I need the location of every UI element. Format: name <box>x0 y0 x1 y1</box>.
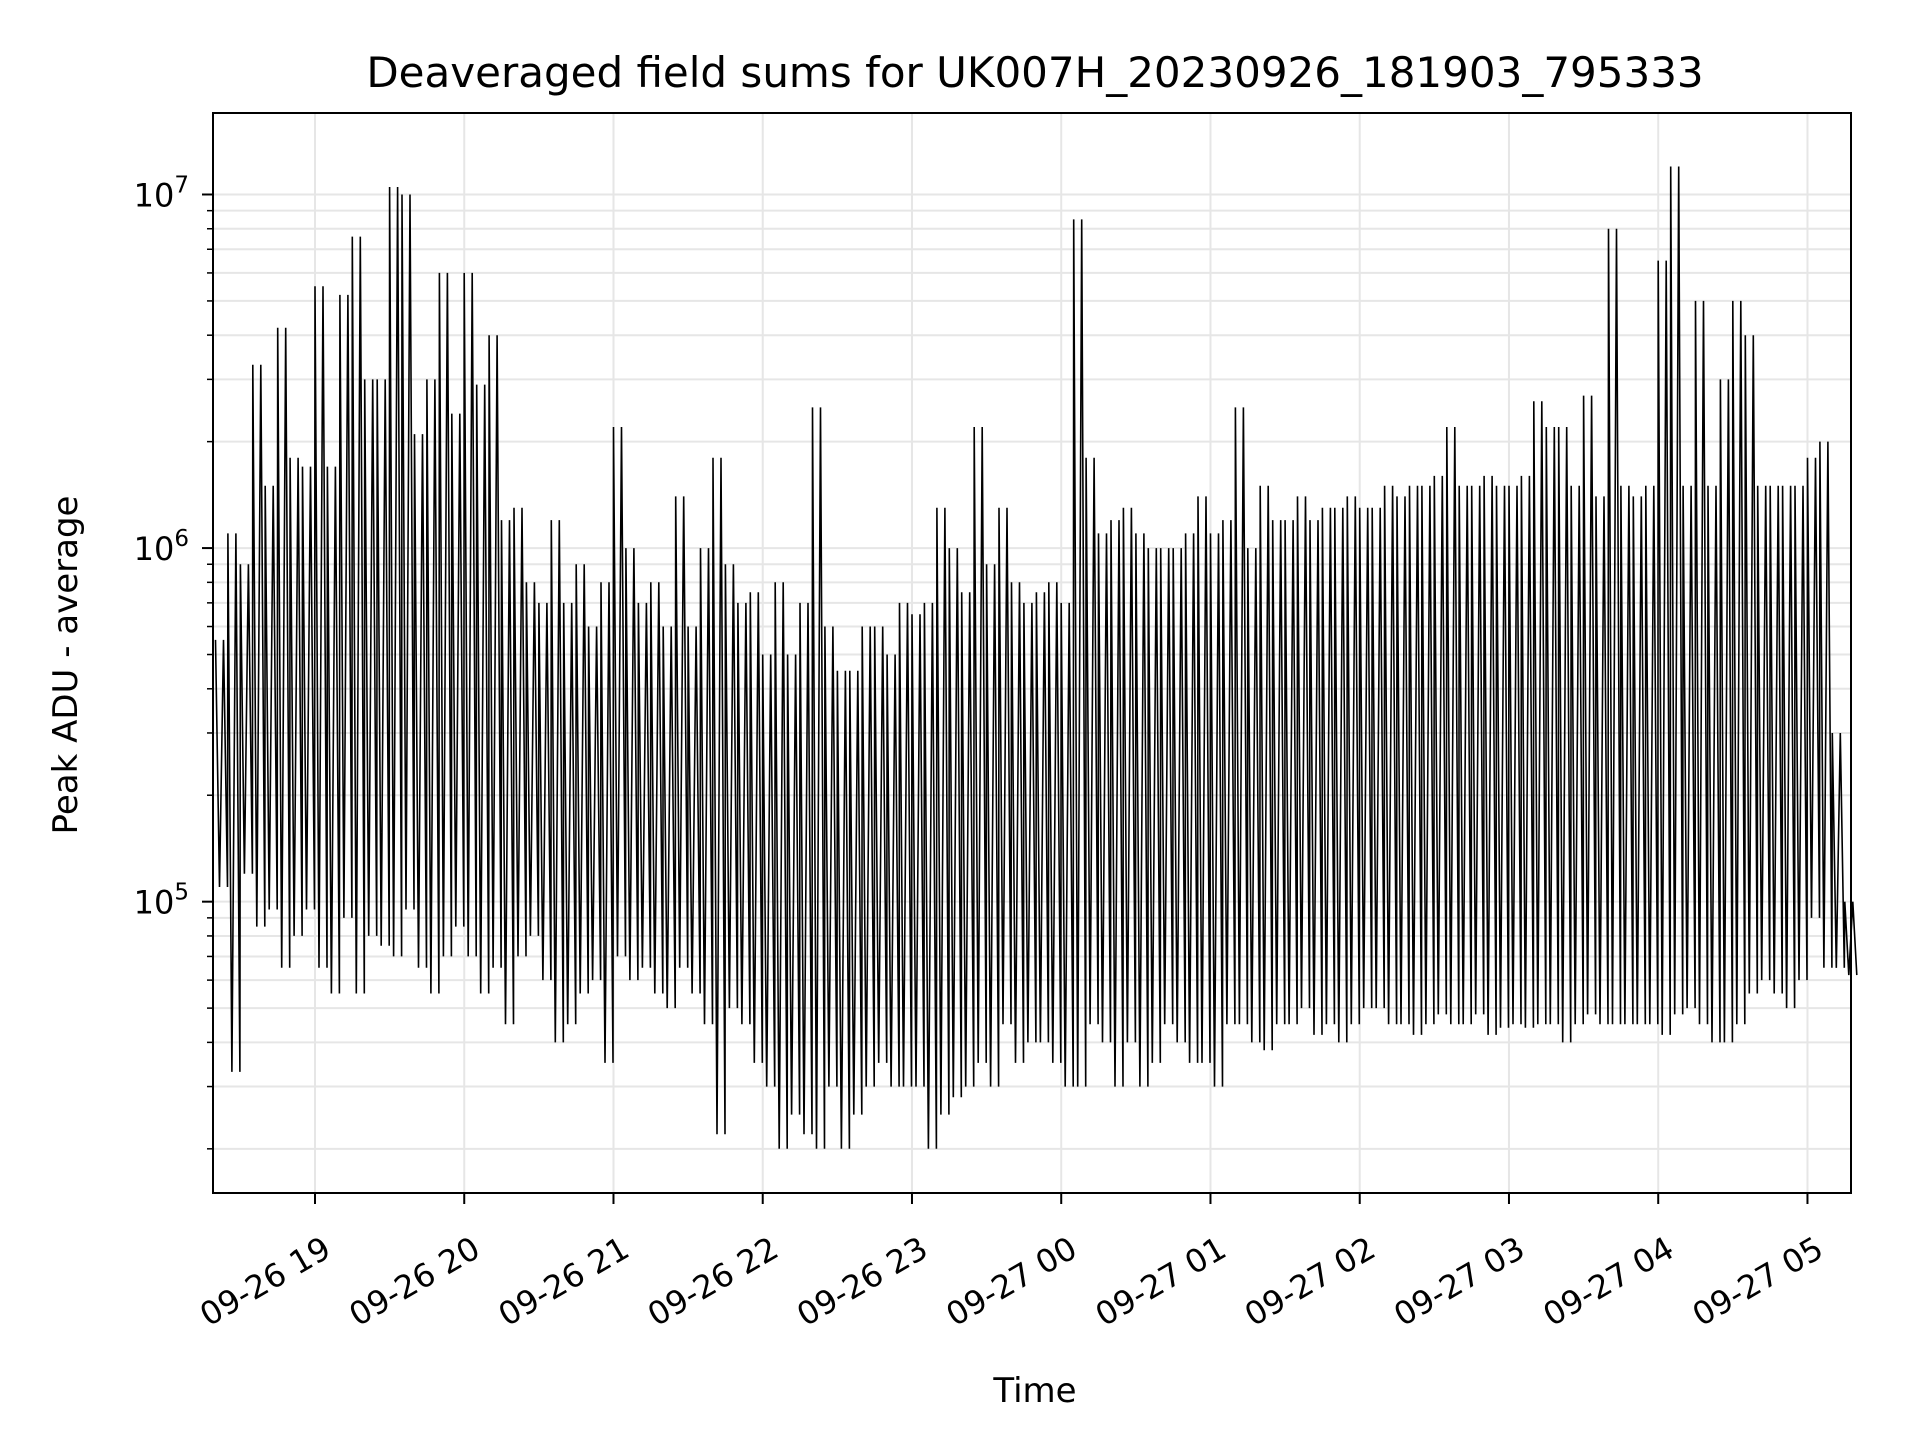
series-layer <box>214 166 1858 1149</box>
y-tick-label: 107 <box>134 172 189 214</box>
x-axis: 09-26 19 09-26 20 09-26 21 09-26 22 09-26 23… <box>193 1193 1829 1334</box>
x-tick-label: 09-27 01 <box>1089 1229 1233 1334</box>
x-tick-label: 09-26 23 <box>790 1229 934 1334</box>
plot-frame <box>212 112 1852 1194</box>
x-tick-label: 09-27 05 <box>1686 1229 1830 1334</box>
y-tick-label: 106 <box>134 526 189 568</box>
y-axis: 105 106 107 <box>134 172 213 1150</box>
y-tick-label: 105 <box>134 880 189 922</box>
y-axis-label: Peak ADU - average <box>46 496 86 835</box>
x-tick-label: 09-26 21 <box>492 1229 636 1334</box>
x-tick-label: 09-26 20 <box>343 1229 487 1334</box>
x-tick-label: 09-26 22 <box>641 1229 785 1334</box>
x-tick-label: 09-26 19 <box>193 1229 337 1334</box>
x-tick-label: 09-27 03 <box>1387 1229 1531 1334</box>
x-tick-label: 09-27 00 <box>940 1229 1084 1334</box>
x-axis-label: Time <box>992 1371 1076 1411</box>
x-tick-label: 09-27 04 <box>1537 1229 1681 1334</box>
series-line-0 <box>214 166 1858 1149</box>
x-tick-label: 09-27 02 <box>1238 1229 1382 1334</box>
chart-title: Deaveraged field sums for UK007H_2023092… <box>366 48 1703 97</box>
